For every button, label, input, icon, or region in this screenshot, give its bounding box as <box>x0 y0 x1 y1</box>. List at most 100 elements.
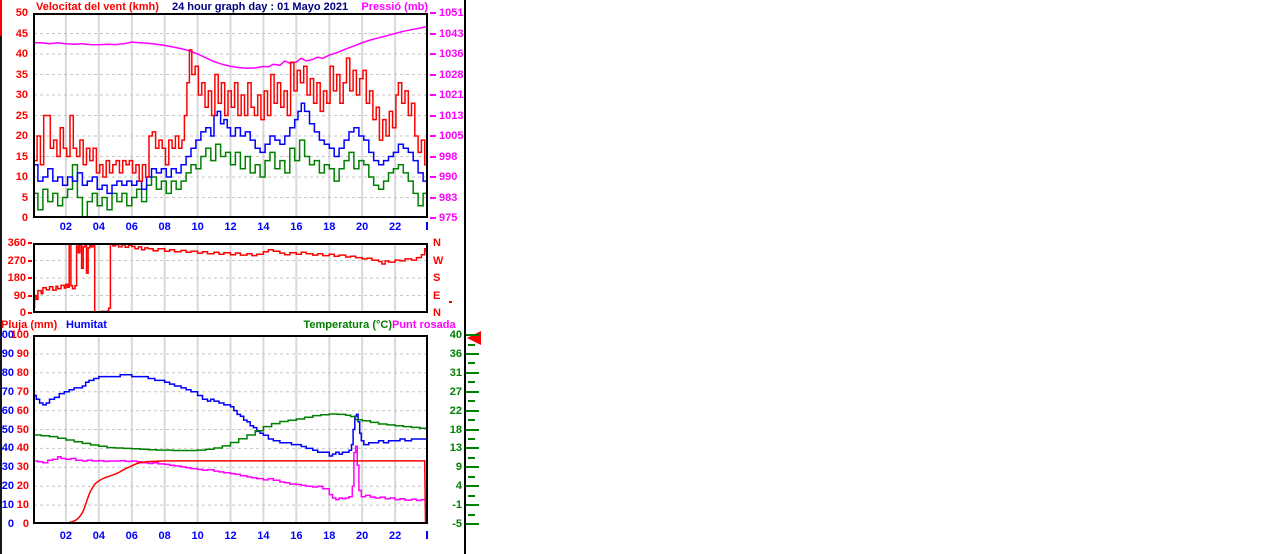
direction-minor-tick <box>449 301 452 303</box>
temperature-y-tick-label: 9 <box>455 461 462 474</box>
pressure-tick-mark <box>430 32 436 35</box>
rain-y-tick-label: 0 <box>22 518 29 530</box>
pressure-y-tick-label: 1021 <box>439 89 464 101</box>
cardinal-direction-label: N <box>433 307 441 319</box>
direction-y-tick-label: 360 <box>7 237 26 249</box>
temperature-major-tick <box>466 390 479 393</box>
rain-y-tick-label: 50 <box>16 423 29 436</box>
wind-y-tick-label: 40 <box>15 48 28 60</box>
temperature-legend-label: Temperatura (°C) <box>303 319 392 331</box>
dew-point-legend-label: Punt rosada <box>392 319 456 331</box>
rain-y-tick-label: 70 <box>16 385 29 398</box>
humidity-y-tick-label: 0 <box>7 518 14 530</box>
series-pressure <box>33 25 428 70</box>
x-axis-tick-label: 04 <box>92 530 105 542</box>
x-axis-tick-label: 08 <box>158 221 171 233</box>
x-axis-tick-label: 10 <box>191 221 204 233</box>
humidity-y-tick-label: 20 <box>1 480 14 493</box>
humidity-y-tick-label: 70 <box>1 385 14 398</box>
wind-y-tick-label: 25 <box>15 109 28 122</box>
cardinal-direction-label: N <box>433 237 441 249</box>
rain-y-tick-label: 10 <box>16 499 29 512</box>
frame-divider-line <box>464 0 466 554</box>
rain-y-tick-label: 60 <box>16 404 29 417</box>
temperature-y-tick-label: 36 <box>449 347 462 360</box>
temperature-y-tick-label: 31 <box>449 366 462 379</box>
pressure-tick-mark <box>430 94 436 96</box>
humidity-legend-label: Humitat <box>66 319 107 331</box>
direction-tick-mark <box>28 312 32 314</box>
x-axis-tick-label: 18 <box>323 221 336 233</box>
pressure-y-tick-label: 1013 <box>439 109 464 122</box>
rain-y-tick-label: 20 <box>16 480 29 493</box>
wind-y-tick-label: 5 <box>21 191 28 204</box>
x-axis-tick-label: 06 <box>125 530 138 542</box>
pressure-tick-mark <box>430 196 436 199</box>
temperature-major-tick <box>466 371 479 374</box>
graph-title: 24 hour graph day : 01 Mayo 2021 <box>172 1 349 13</box>
pressure-tick-mark <box>430 12 436 14</box>
temperature-minor-tick <box>468 381 475 384</box>
pressure-y-tick-label: 1028 <box>439 68 464 81</box>
x-axis-tick-label: 10 <box>191 530 204 542</box>
rain-y-tick-label: 80 <box>16 366 29 379</box>
wind-y-tick-label: 0 <box>21 212 28 224</box>
pressure-y-tick-label: 1005 <box>439 130 464 142</box>
x-axis-tick-label: 12 <box>224 530 237 542</box>
temperature-major-tick <box>466 523 479 525</box>
direction-tick-mark <box>28 259 32 262</box>
temperature-y-tick-label: 18 <box>449 423 462 436</box>
humidity-y-tick-label: 50 <box>1 423 14 436</box>
temperature-major-tick <box>466 428 479 431</box>
temperature-y-tick-label: 40 <box>449 329 462 341</box>
humidity-y-tick-label: 100 <box>0 329 14 341</box>
wind-y-tick-label: 35 <box>15 68 28 81</box>
x-axis-tick-label: 22 <box>388 221 402 233</box>
wind-y-tick-label: 30 <box>15 89 28 101</box>
rain-legend-label: Pluja (mm) <box>1 319 58 331</box>
wind-y-tick-label: 50 <box>15 7 28 19</box>
temperature-minor-tick <box>468 419 475 422</box>
pressure-tick-mark <box>430 155 436 158</box>
temperature-minor-tick <box>468 494 475 497</box>
x-axis-end-tick <box>426 222 428 230</box>
x-axis-tick-label: 02 <box>59 530 73 542</box>
temperature-major-tick <box>466 504 479 507</box>
series-wind-speed-average <box>33 102 428 195</box>
series-dew-point <box>33 445 428 502</box>
temperature-major-tick <box>466 409 479 412</box>
rain-y-tick-label: 90 <box>16 347 29 360</box>
pressure-tick-mark <box>430 73 436 76</box>
temperature-major-tick <box>466 447 479 450</box>
rain-humidity-temperature-chart <box>33 335 428 524</box>
temperature-major-tick <box>466 485 479 488</box>
temperature-major-tick <box>466 352 479 355</box>
pressure-y-tick-label: 1043 <box>439 27 464 40</box>
x-axis-tick-label: 14 <box>257 221 270 233</box>
pressure-axis-title: Pressió (mb) <box>361 1 428 13</box>
humidity-y-tick-label: 60 <box>1 404 14 417</box>
plot-border <box>33 335 428 524</box>
direction-tick-mark <box>28 242 32 244</box>
x-axis-tick-label: 04 <box>92 221 105 233</box>
humidity-y-tick-label: 80 <box>1 366 14 379</box>
x-axis-tick-label: 18 <box>323 530 336 542</box>
temperature-minor-tick <box>468 438 475 440</box>
cardinal-direction-label: E <box>433 289 441 302</box>
temperature-y-tick-label: -1 <box>452 499 462 512</box>
wind-direction-chart <box>33 243 428 313</box>
x-axis-tick-label: 02 <box>59 221 73 233</box>
x-axis-end-tick <box>426 531 428 539</box>
series-wind-speed-gust <box>33 49 428 182</box>
direction-tick-mark <box>28 294 32 297</box>
x-axis-tick-label: 20 <box>356 530 369 542</box>
rain-y-tick-label: 30 <box>16 461 29 474</box>
series-temperature <box>33 413 428 452</box>
direction-y-tick-label: 0 <box>19 307 26 319</box>
temperature-y-tick-label: 13 <box>449 442 462 455</box>
temperature-minor-tick <box>468 400 475 403</box>
pressure-y-tick-label: 1036 <box>439 48 464 60</box>
wind-y-tick-label: 45 <box>15 27 28 40</box>
x-axis-tick-label: 16 <box>290 530 303 542</box>
x-axis-tick-label: 08 <box>158 530 171 542</box>
